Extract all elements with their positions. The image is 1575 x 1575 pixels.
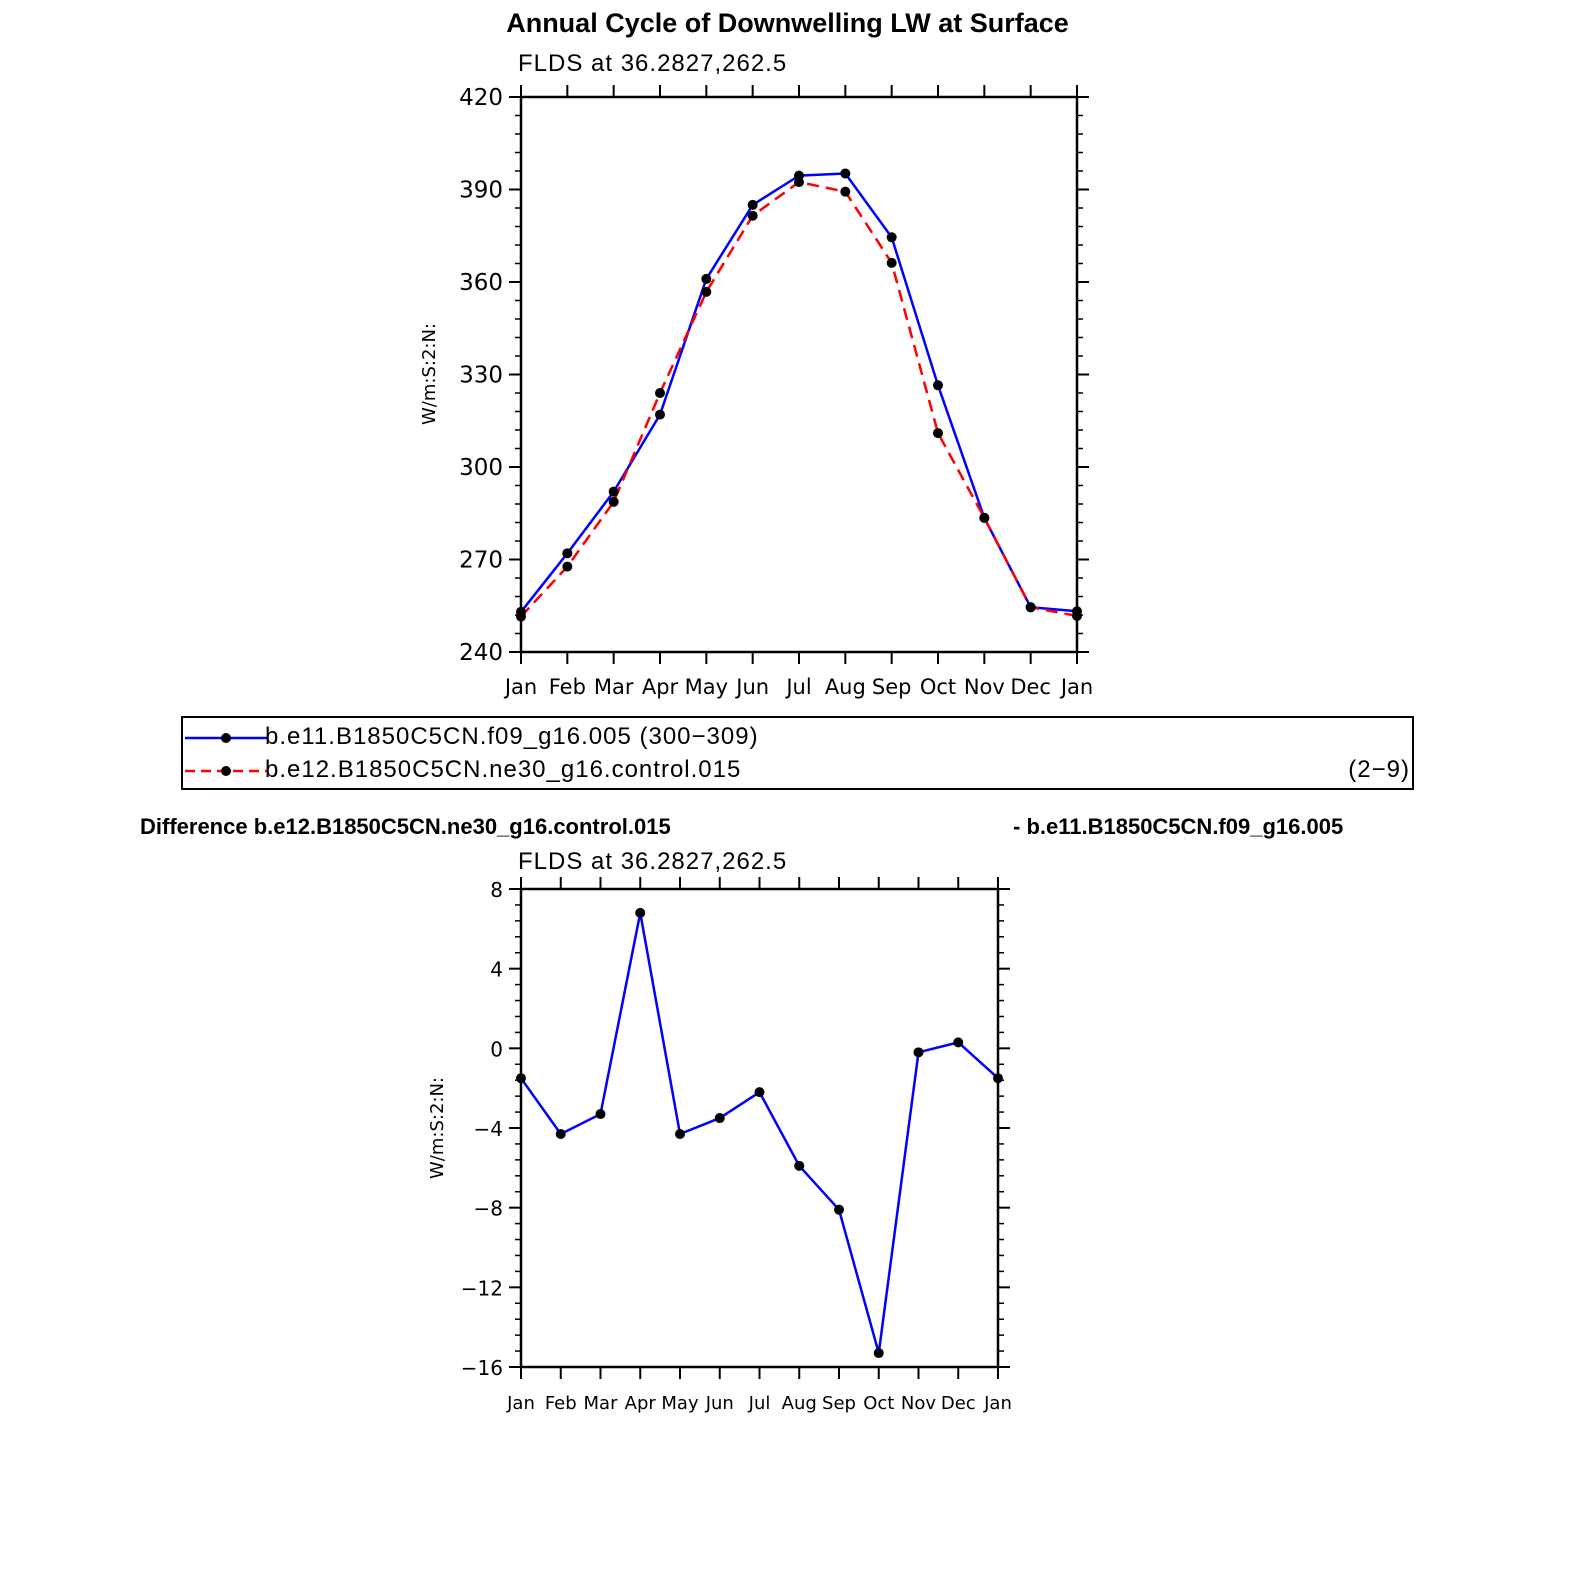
chart1-group: 240 270 300 330 360 390 420 Jan Feb Mar Apr May Jun J… [419,85,1093,699]
data-point [595,1109,606,1120]
legend-label-series2: b.e12.B1850C5CN.ne30_g16.control.015 [265,756,742,783]
x-tick-label: Nov [901,1393,936,1414]
y-tick-label: 420 [459,85,503,111]
legend: b.e11.B1850C5CN.f09_g16.005 (300−309) b.… [181,716,1414,790]
chart2-frame [519,887,1000,1369]
y-tick-label: 390 [459,178,503,204]
data-point [608,496,619,507]
y-tick-label: 330 [459,363,503,389]
data-point [1072,610,1082,621]
diff-title-left: Difference b.e12.B1850C5CN.ne30_g16.cont… [140,814,671,839]
x-tick-label: Aug [782,1393,817,1414]
data-point [516,1073,526,1084]
x-tick-label: Dec [941,1393,976,1414]
x-tick-label: May [661,1393,699,1414]
x-tick-label: Mar [594,675,634,699]
data-point [840,168,851,179]
data-point [794,177,804,188]
x-tick-label: Oct [863,1393,894,1414]
data-point [933,428,943,439]
data-point [747,210,758,221]
data-point [701,286,712,297]
x-tick-label: Jul [748,1393,771,1414]
y-tick-label: 270 [459,548,503,574]
data-point [913,1047,924,1058]
legend-label-series1: b.e11.B1850C5CN.f09_g16.005 (300−309) [265,723,759,750]
y-tick-label: 240 [459,640,503,666]
data-point [754,1087,765,1098]
y-axis-label: W/m:S:2:N: [419,323,440,425]
chart2-group: −16 −12 −8 −4 0 4 8 Jan Feb Mar Apr May Jun Jul Aug Sep… [427,877,1012,1414]
data-point [635,907,646,918]
chart1-subtitle: FLDS at 36.2827,262.5 [518,50,788,77]
x-tick-label: Oct [920,675,956,699]
series-line-1 [519,911,999,1355]
x-tick-label: Mar [584,1393,619,1414]
diff-title-right: - b.e11.B1850C5CN.f09_g16.005 [1013,814,1344,839]
data-point [675,1128,685,1139]
data-point [562,561,573,572]
data-point [608,486,619,497]
x-tick-label: Sep [872,675,912,699]
data-point [555,1128,566,1139]
data-point [834,1204,844,1215]
x-tick-label: Jan [503,675,537,699]
x-tick-label: Jan [1059,675,1093,699]
data-point [655,388,665,398]
y-tick-label: 4 [490,958,503,982]
y-tick-label: 0 [490,1037,503,1061]
chart2-subtitle: FLDS at 36.2827,262.5 [518,848,788,875]
x-tick-label: May [685,675,728,699]
data-point [655,409,665,420]
y-tick-label: −4 [474,1117,503,1141]
data-point [747,199,758,210]
legend-swatch-dashed [185,766,267,776]
y-tick-label: 300 [459,455,503,481]
legend-label-series2-extra: (2−9) [1348,756,1410,783]
x-tick-label: Apr [642,675,679,699]
data-point [953,1037,964,1048]
data-point [516,611,526,622]
x-tick-label: Jun [705,1393,734,1414]
y-tick-label: −16 [461,1356,503,1380]
x-tick-label: Feb [549,675,586,699]
data-point [993,1073,1003,1084]
y-tick-label: −12 [461,1276,503,1300]
x-tick-label: Feb [545,1393,577,1414]
x-tick-label: Apr [625,1393,657,1414]
x-tick-label: Dec [1010,675,1051,699]
data-point [701,273,712,284]
data-point [794,1160,805,1171]
legend-entry-series2: b.e12.B1850C5CN.ne30_g16.control.015 (2−… [183,756,1412,786]
x-tick-label: Jun [734,675,769,699]
x-tick-label: Nov [964,675,1005,699]
legend-swatch-solid [185,733,267,743]
legend-entry-series1: b.e11.B1850C5CN.f09_g16.005 (300−309) [183,723,1412,753]
chart-title: Annual Cycle of Downwelling LW at Surfac… [506,8,1069,38]
data-point [873,1348,884,1359]
x-tick-label: Jul [784,675,811,699]
data-point [714,1113,725,1124]
data-point [1025,602,1036,613]
y-axis-label: W/m:S:2:N: [427,1077,448,1179]
series-line-2 [520,180,1078,618]
y-tick-label: 360 [459,270,503,296]
x-tick-label: Sep [822,1393,856,1414]
y-tick-label: 8 [490,878,503,902]
data-point [886,257,897,268]
y-tick-label: −8 [474,1197,503,1221]
data-point [933,380,943,391]
series-line-1 [520,172,1078,613]
x-tick-label: Jan [506,1393,535,1414]
data-point [840,186,851,197]
x-tick-label: Jan [983,1393,1012,1414]
data-point [562,548,573,559]
x-tick-label: Aug [825,675,866,699]
data-point [886,232,897,243]
data-point [979,512,990,523]
